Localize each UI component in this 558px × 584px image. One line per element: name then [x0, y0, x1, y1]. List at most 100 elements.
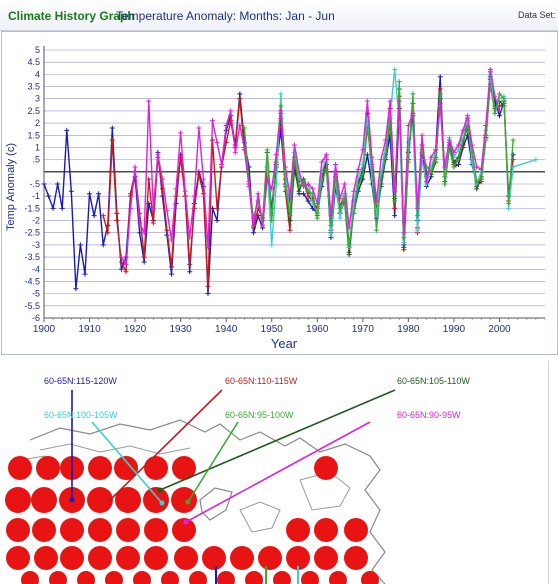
anomaly-dot[interactable] — [361, 571, 379, 584]
data-point — [328, 232, 334, 238]
anomaly-dot[interactable] — [314, 456, 338, 480]
anomaly-dot[interactable] — [115, 487, 141, 513]
anomaly-dot[interactable] — [286, 518, 310, 542]
anomaly-dot[interactable] — [31, 487, 57, 513]
data-point — [210, 118, 216, 124]
anomaly-dot[interactable] — [172, 518, 196, 542]
anomaly-dot[interactable] — [87, 487, 113, 513]
anomaly-dot[interactable] — [344, 518, 368, 542]
data-point — [77, 242, 83, 248]
anomaly-dot[interactable] — [161, 571, 179, 584]
data-point — [282, 183, 288, 189]
y-tick-label: 4.5 — [27, 57, 40, 67]
anomaly-dot[interactable] — [314, 546, 338, 570]
anomaly-dot[interactable] — [189, 571, 207, 584]
anomaly-dot[interactable] — [36, 456, 60, 480]
data-point — [141, 254, 147, 260]
anomaly-dot[interactable] — [32, 518, 56, 542]
anomaly-dot[interactable] — [60, 546, 84, 570]
arrow-head — [159, 500, 165, 506]
anomaly-dot[interactable] — [5, 487, 31, 513]
anomaly-dot[interactable] — [21, 571, 39, 584]
data-point — [269, 186, 275, 192]
anomaly-dot[interactable] — [60, 518, 84, 542]
data-point — [455, 157, 461, 163]
x-tick-label: 1920 — [124, 324, 147, 335]
region-map[interactable]: 60-65N:115-120W 60-65N:110-115W 60-65N:105… — [0, 360, 558, 584]
data-point — [55, 181, 61, 187]
anomaly-dot[interactable] — [133, 571, 151, 584]
data-point — [41, 181, 47, 187]
data-point — [237, 96, 243, 102]
dataset-label[interactable]: Data Set: H — [518, 10, 558, 20]
data-point — [264, 176, 270, 182]
anomaly-dot[interactable] — [116, 546, 140, 570]
data-point — [164, 208, 170, 214]
anomaly-dot[interactable] — [286, 546, 310, 570]
anomaly-dot[interactable] — [88, 518, 112, 542]
anomaly-dot[interactable] — [258, 546, 282, 570]
anomaly-dot[interactable] — [143, 487, 169, 513]
anomaly-dot[interactable] — [6, 518, 30, 542]
anomaly-dot[interactable] — [144, 456, 168, 480]
anomaly-dot[interactable] — [6, 546, 30, 570]
anomaly-dot[interactable] — [144, 546, 168, 570]
data-point — [337, 196, 343, 202]
legend-item: 60-65N:115-120W — [44, 376, 117, 386]
data-point — [364, 98, 370, 104]
y-tick-label: 2.5 — [27, 106, 40, 116]
data-point — [487, 66, 493, 72]
data-point — [455, 162, 461, 168]
data-point — [141, 230, 147, 236]
temperature-anomaly-chart: 54.543.532.521.51.5-.5-1-1.5-2-2.5-3-3.5… — [5, 45, 546, 351]
data-point — [360, 162, 366, 168]
data-point — [414, 213, 420, 219]
anomaly-dot[interactable] — [245, 571, 263, 584]
data-point — [118, 266, 124, 272]
data-point — [264, 147, 270, 153]
series-arrows — [69, 389, 396, 584]
anomaly-dot[interactable] — [202, 546, 226, 570]
data-point — [196, 171, 202, 177]
data-point — [387, 98, 393, 104]
anomaly-dot[interactable] — [174, 546, 198, 570]
data-point — [396, 79, 402, 85]
anomaly-dot[interactable] — [144, 518, 168, 542]
y-tick-label: 5 — [35, 45, 40, 55]
anomaly-dot[interactable] — [88, 456, 112, 480]
anomaly-dot[interactable] — [329, 571, 347, 584]
data-point — [460, 127, 466, 133]
data-point — [419, 132, 425, 138]
data-point — [392, 188, 398, 194]
data-point — [469, 142, 475, 148]
anomaly-dot[interactable] — [77, 571, 95, 584]
anomaly-dot[interactable] — [171, 487, 197, 513]
data-point — [360, 147, 366, 153]
anomaly-dot[interactable] — [230, 546, 254, 570]
legend-arrow — [185, 421, 371, 523]
anomaly-dot[interactable] — [217, 571, 235, 584]
anomaly-dot[interactable] — [88, 546, 112, 570]
series-3 — [264, 74, 507, 258]
anomaly-dot[interactable] — [34, 546, 58, 570]
legend-item: 60-65N:110-115W — [225, 376, 298, 386]
anomaly-dot[interactable] — [344, 546, 368, 570]
anomaly-dot[interactable] — [314, 518, 338, 542]
data-point — [401, 244, 407, 250]
y-tick-label: 2 — [35, 118, 40, 128]
data-point — [169, 271, 175, 277]
data-point — [437, 101, 443, 107]
anomaly-dot[interactable] — [105, 571, 123, 584]
data-point — [68, 188, 74, 194]
anomaly-dot[interactable] — [273, 571, 291, 584]
data-point — [296, 169, 302, 175]
anomaly-dot[interactable] — [172, 456, 196, 480]
data-point — [351, 210, 357, 216]
anomaly-dot[interactable] — [8, 456, 32, 480]
data-point — [196, 125, 202, 131]
anomaly-dot[interactable] — [116, 518, 140, 542]
tick-labels: 54.543.532.521.51.5-.5-1-1.5-2-2.5-3-3.5… — [24, 45, 511, 335]
anomaly-dot[interactable] — [49, 571, 67, 584]
anomaly-dot[interactable] — [301, 571, 319, 584]
anomaly-dot[interactable] — [114, 456, 138, 480]
